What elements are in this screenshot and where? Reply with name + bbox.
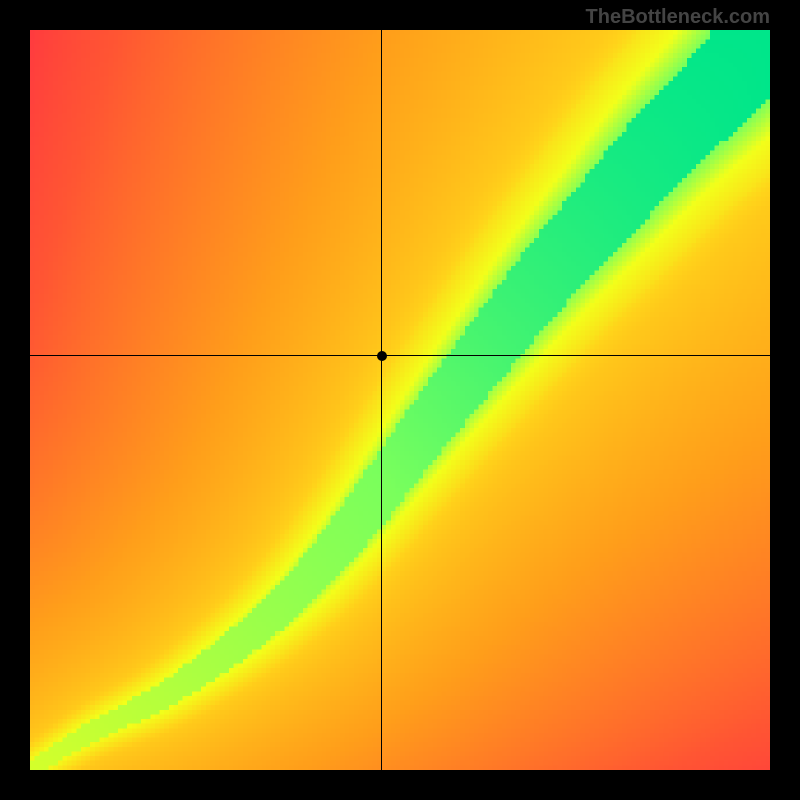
crosshair-horizontal <box>30 355 770 357</box>
data-point-marker <box>377 351 387 361</box>
heatmap-canvas <box>30 30 770 770</box>
chart-container: TheBottleneck.com <box>0 0 800 800</box>
watermark-text: TheBottleneck.com <box>586 6 770 29</box>
crosshair-vertical <box>381 30 383 770</box>
